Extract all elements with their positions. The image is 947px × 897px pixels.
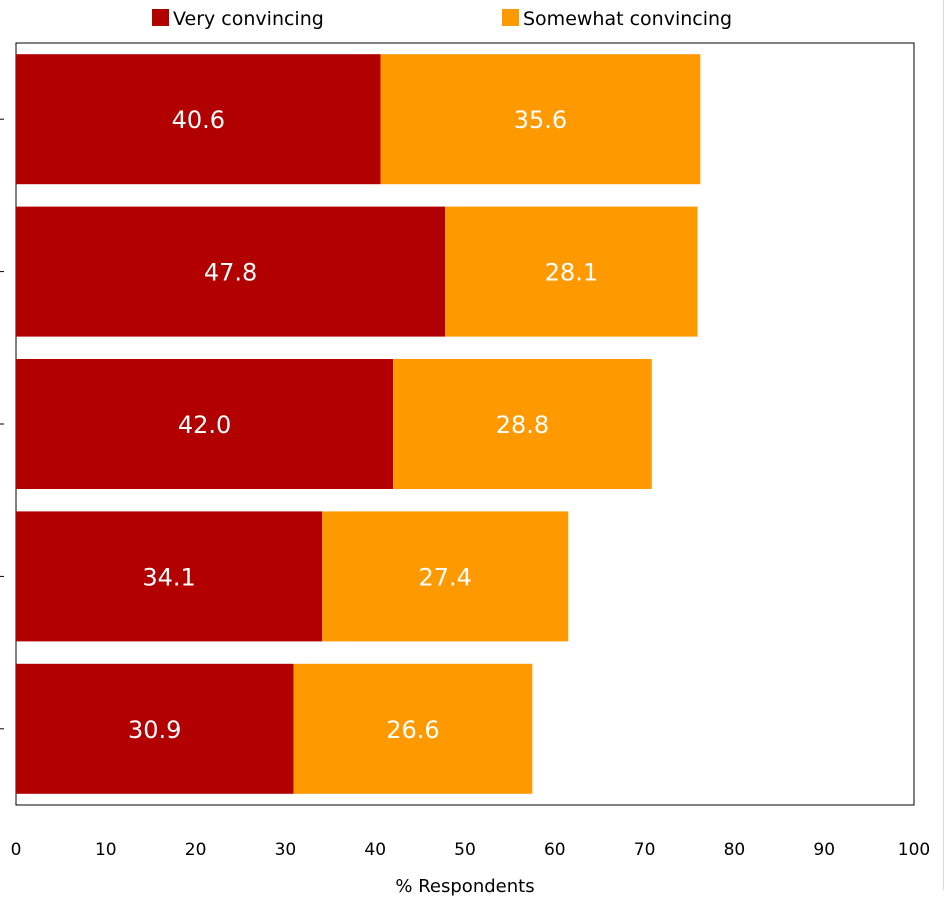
legend-label: Very convincing — [173, 8, 324, 30]
x-tick-label: 90 — [813, 840, 835, 860]
bar-very-convincing[interactable] — [16, 359, 394, 489]
bar-somewhat-convincing[interactable] — [380, 54, 701, 185]
data-label: 28.1 — [545, 259, 598, 287]
bar-somewhat-convincing[interactable] — [445, 206, 698, 337]
legend-swatch-somewhat-convincing — [502, 9, 519, 26]
data-label: 30.9 — [128, 716, 181, 744]
bar-very-convincing[interactable] — [16, 663, 294, 794]
data-label: 35.6 — [514, 106, 567, 134]
legend-swatch-very-convincing — [152, 9, 169, 26]
x-axis-title: % Respondents — [395, 876, 534, 897]
data-label: 26.6 — [386, 716, 439, 744]
bar-somewhat-convincing[interactable] — [393, 359, 652, 489]
x-tick-label: 30 — [275, 840, 297, 860]
x-tick-label: 10 — [95, 840, 117, 860]
x-tick-label: 100 — [898, 840, 930, 860]
x-tick-label: 50 — [454, 840, 476, 860]
bar-somewhat-convincing[interactable] — [293, 663, 533, 794]
legend-label: Somewhat convincing — [523, 8, 732, 30]
bar-somewhat-convincing[interactable] — [322, 511, 569, 642]
x-tick-label: 70 — [634, 840, 656, 860]
x-tick-label: 20 — [185, 840, 207, 860]
x-tick-label: 60 — [544, 840, 566, 860]
data-label: 42.0 — [178, 411, 231, 439]
x-tick-label: 0 — [11, 840, 22, 860]
bar-very-convincing[interactable] — [16, 206, 446, 337]
data-label: 27.4 — [419, 563, 472, 591]
bar-very-convincing[interactable] — [16, 511, 323, 642]
x-tick-label: 40 — [364, 840, 386, 860]
data-label: 47.8 — [204, 259, 257, 287]
data-label: 28.8 — [496, 411, 549, 439]
bar-very-convincing[interactable] — [16, 54, 381, 185]
page-edge-divider — [943, 0, 944, 890]
data-label: 34.1 — [142, 563, 195, 591]
x-tick-label: 80 — [724, 840, 746, 860]
data-label: 40.6 — [172, 106, 225, 134]
